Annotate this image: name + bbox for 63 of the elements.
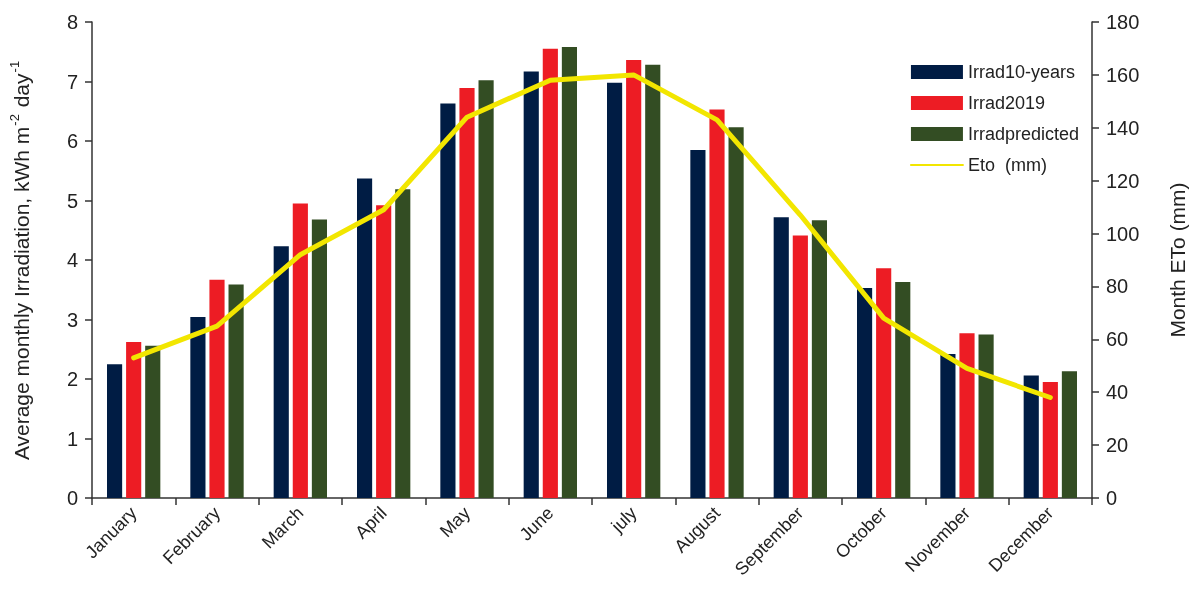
bar	[709, 109, 725, 498]
bar	[357, 178, 373, 498]
bar	[978, 334, 994, 498]
y2-tick-label: 40	[1106, 381, 1129, 404]
bar	[607, 82, 623, 498]
bar	[728, 127, 744, 498]
bar	[440, 103, 456, 498]
bar	[626, 60, 642, 498]
bar	[395, 189, 411, 498]
bar	[107, 364, 123, 498]
y2-tick-label: 160	[1106, 63, 1140, 86]
bar	[542, 48, 558, 498]
bar	[940, 354, 956, 498]
y2-tick-label: 20	[1106, 434, 1129, 457]
bar	[376, 205, 392, 498]
y-tick-label: 4	[66, 249, 78, 271]
y-tick-label: 2	[66, 368, 78, 390]
bar	[857, 287, 873, 498]
bar	[561, 46, 577, 498]
y2-axis-title: Month ETo (mm)	[1165, 182, 1189, 338]
bar	[311, 219, 327, 498]
bar	[792, 235, 808, 498]
bar	[228, 284, 244, 498]
y-tick-label: 7	[66, 70, 78, 93]
bar	[1042, 381, 1058, 498]
legend-label: Irrad10-years	[967, 62, 1075, 82]
y-tick-label: 6	[66, 130, 78, 152]
bar	[145, 345, 161, 498]
bar	[190, 317, 206, 498]
y-tick-label: 8	[66, 11, 78, 33]
bar	[690, 149, 706, 498]
bar	[459, 88, 475, 498]
bar	[811, 220, 827, 498]
y2-tick-label: 60	[1106, 328, 1129, 351]
bar	[523, 71, 539, 498]
y2-tick-label: 80	[1106, 275, 1129, 298]
bar	[773, 217, 789, 498]
bar	[1061, 371, 1077, 498]
y2-tick-label: 100	[1106, 222, 1140, 245]
bar	[273, 246, 289, 498]
y2-tick-label: 0	[1106, 487, 1118, 509]
x-tick-label: july	[606, 502, 641, 537]
bar	[959, 333, 975, 498]
x-tick-label: May	[435, 502, 475, 542]
bar	[876, 268, 892, 498]
y-tick-label: 1	[66, 427, 78, 450]
bar	[209, 279, 225, 498]
bar	[126, 342, 142, 498]
bar	[895, 282, 911, 498]
bar	[478, 80, 494, 498]
y-tick-label: 5	[66, 189, 78, 212]
bar	[645, 64, 661, 498]
y2-tick-label: 120	[1106, 169, 1140, 192]
legend-label: Irradpredicted	[967, 124, 1079, 144]
y2-tick-label: 180	[1106, 11, 1140, 33]
legend-label: Eto (mm)	[967, 155, 1047, 175]
legend-label: Irrad2019	[967, 93, 1045, 113]
y-axis-title: Average monthly Irradiation, kWh m-2 day-1	[7, 60, 33, 461]
bar	[1023, 375, 1039, 498]
y2-tick-label: 140	[1106, 116, 1140, 139]
y-tick-label: 0	[66, 487, 78, 509]
y-tick-label: 3	[66, 308, 78, 331]
bar	[292, 203, 308, 498]
